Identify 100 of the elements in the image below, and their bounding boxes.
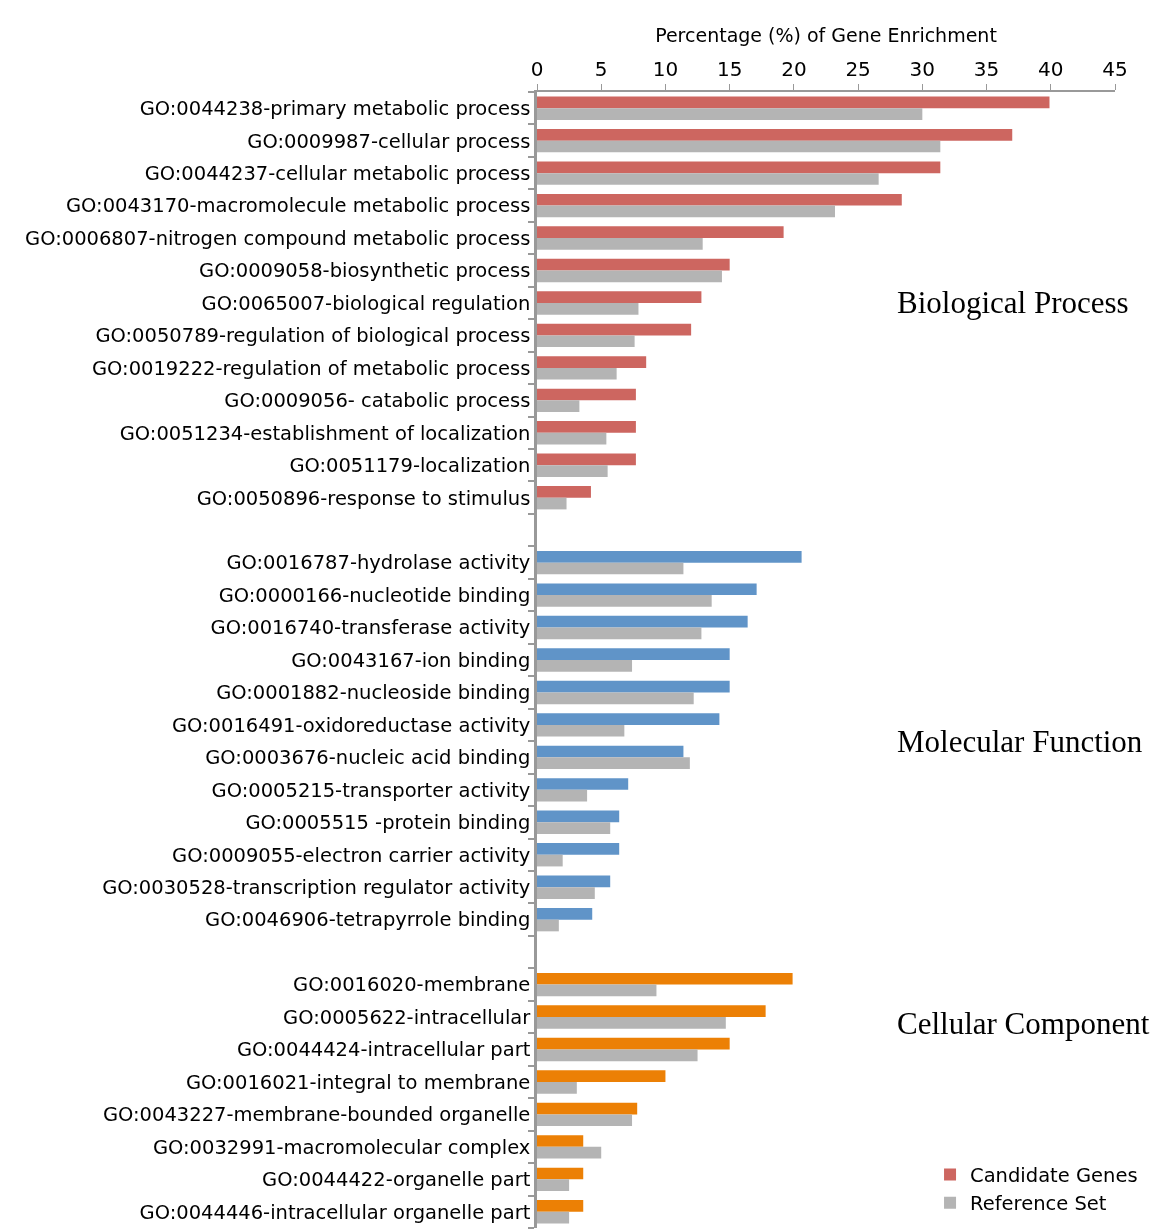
bar bbox=[537, 291, 702, 303]
y-tick-label: GO:0016740-transferase activity bbox=[210, 616, 531, 640]
y-tick-label: GO:0016021-integral to membrane bbox=[185, 1070, 531, 1094]
bar bbox=[537, 1102, 638, 1115]
bar bbox=[537, 562, 684, 575]
bar bbox=[537, 595, 712, 607]
bar bbox=[537, 238, 703, 250]
bar bbox=[537, 648, 730, 660]
bar bbox=[537, 550, 802, 563]
bar bbox=[537, 1200, 584, 1212]
x-tick-label: 10 bbox=[652, 57, 679, 82]
annotation: Cellular Component bbox=[897, 1006, 1150, 1041]
y-tick-label: GO:0044237-cellular metabolic process bbox=[144, 161, 531, 185]
x-tick-label: 40 bbox=[1038, 57, 1064, 82]
y-tick-label: GO:0006807-nitrogen compound metabolic process bbox=[25, 226, 531, 250]
bar bbox=[537, 789, 588, 802]
bar bbox=[537, 1070, 666, 1082]
bar bbox=[537, 972, 793, 985]
y-tick-label: GO:0009987-cellular process bbox=[247, 129, 531, 153]
bar bbox=[537, 1005, 766, 1018]
y-tick-label: GO:0009056- catabolic process bbox=[224, 389, 531, 413]
y-tick-label: GO:0044424-intracellular part bbox=[236, 1038, 531, 1062]
y-tick-label: GO:0043167-ion binding bbox=[291, 648, 531, 672]
bar bbox=[537, 497, 567, 510]
bar bbox=[537, 660, 633, 672]
bar bbox=[537, 270, 722, 283]
bar bbox=[537, 453, 636, 466]
y-tick-label: GO:0050789-regulation of biological process bbox=[95, 324, 531, 348]
bar bbox=[537, 745, 684, 758]
bar bbox=[537, 96, 1050, 109]
x-tick-label: 0 bbox=[530, 57, 544, 82]
bar bbox=[537, 173, 879, 185]
x-tick-label: 45 bbox=[1102, 57, 1128, 82]
y-tick-label: GO:0043170-macromolecule metabolic process bbox=[65, 194, 531, 218]
y-tick-label: GO:0005622-intracellular bbox=[283, 1005, 532, 1029]
bar bbox=[537, 356, 647, 368]
y-tick-label: GO:0050896-response to stimulus bbox=[196, 486, 531, 510]
bar bbox=[537, 822, 611, 834]
y-tick-label: GO:0044422-organelle part bbox=[262, 1168, 531, 1192]
y-tick-label: GO:0044446-intracellular organelle part bbox=[139, 1200, 531, 1224]
bar bbox=[537, 1146, 602, 1159]
bar bbox=[537, 388, 636, 401]
y-tick-label: GO:0044238-primary metabolic process bbox=[139, 97, 531, 121]
y-tick-label: GO:0051179-localization bbox=[289, 454, 531, 478]
y-tick-label: GO:0046906-tetrapyrrole binding bbox=[205, 908, 531, 932]
bar bbox=[537, 323, 692, 336]
bar bbox=[537, 887, 595, 899]
bar bbox=[537, 724, 625, 737]
bar bbox=[537, 1081, 577, 1094]
y-tick-label: GO:0030528-transcription regulator activity bbox=[102, 876, 531, 900]
bar bbox=[537, 615, 748, 628]
annotation: Biological Process bbox=[897, 285, 1129, 320]
bar bbox=[537, 108, 923, 120]
x-tick-label: 15 bbox=[716, 57, 743, 82]
bar bbox=[537, 1037, 730, 1050]
y-tick-label: GO:0016020-membrane bbox=[293, 973, 531, 997]
y-tick-label: GO:0032991-macromolecular complex bbox=[152, 1135, 531, 1159]
bar bbox=[537, 1135, 584, 1147]
x-tick-label: 25 bbox=[845, 57, 871, 82]
annotation: Molecular Function bbox=[897, 724, 1143, 759]
bar bbox=[537, 367, 617, 380]
y-tick-label: GO:0003676-nucleic acid binding bbox=[205, 746, 531, 770]
bar bbox=[537, 875, 611, 888]
bar bbox=[537, 432, 607, 445]
bar bbox=[537, 129, 1013, 141]
bar bbox=[537, 1211, 570, 1224]
x-tick-label: 30 bbox=[909, 57, 936, 82]
y-tick-label: GO:0043227-membrane-bounded organelle bbox=[102, 1103, 531, 1127]
bar bbox=[537, 258, 730, 271]
bar bbox=[537, 810, 620, 823]
bar bbox=[537, 757, 690, 770]
y-tick-label: GO:0016787-hydrolase activity bbox=[226, 551, 531, 575]
x-tick-label: 35 bbox=[973, 57, 1000, 82]
bar bbox=[537, 984, 657, 997]
bar bbox=[537, 680, 730, 693]
y-tick-label: GO:0016491-oxidoreductase activity bbox=[171, 713, 531, 737]
bar bbox=[537, 1017, 726, 1029]
bar bbox=[537, 302, 639, 315]
bar bbox=[537, 854, 563, 867]
bar bbox=[537, 1114, 633, 1127]
bar bbox=[537, 226, 784, 239]
y-tick-label: GO:0001882-nucleoside binding bbox=[216, 681, 531, 705]
y-tick-label: GO:0019222-regulation of metabolic process bbox=[91, 356, 531, 380]
bar bbox=[537, 486, 591, 498]
bar bbox=[537, 919, 559, 932]
y-tick-label: GO:0009055-electron carrier activity bbox=[172, 843, 531, 867]
bar bbox=[537, 713, 720, 725]
y-tick-label: GO:0065007-biological regulation bbox=[201, 291, 531, 315]
legend-label: Reference Set bbox=[970, 1192, 1107, 1216]
bar bbox=[537, 907, 593, 920]
y-tick-label: GO:0051234-establishment of localization bbox=[119, 421, 531, 445]
x-tick-label: 5 bbox=[594, 57, 608, 82]
bar bbox=[537, 627, 702, 640]
x-tick-label: 20 bbox=[781, 57, 807, 82]
bar bbox=[537, 778, 629, 790]
bar bbox=[537, 1167, 584, 1180]
bar bbox=[537, 400, 580, 413]
bar bbox=[537, 692, 694, 705]
bar bbox=[537, 1049, 698, 1062]
y-tick-label: GO:0000166-nucleotide binding bbox=[218, 583, 531, 607]
